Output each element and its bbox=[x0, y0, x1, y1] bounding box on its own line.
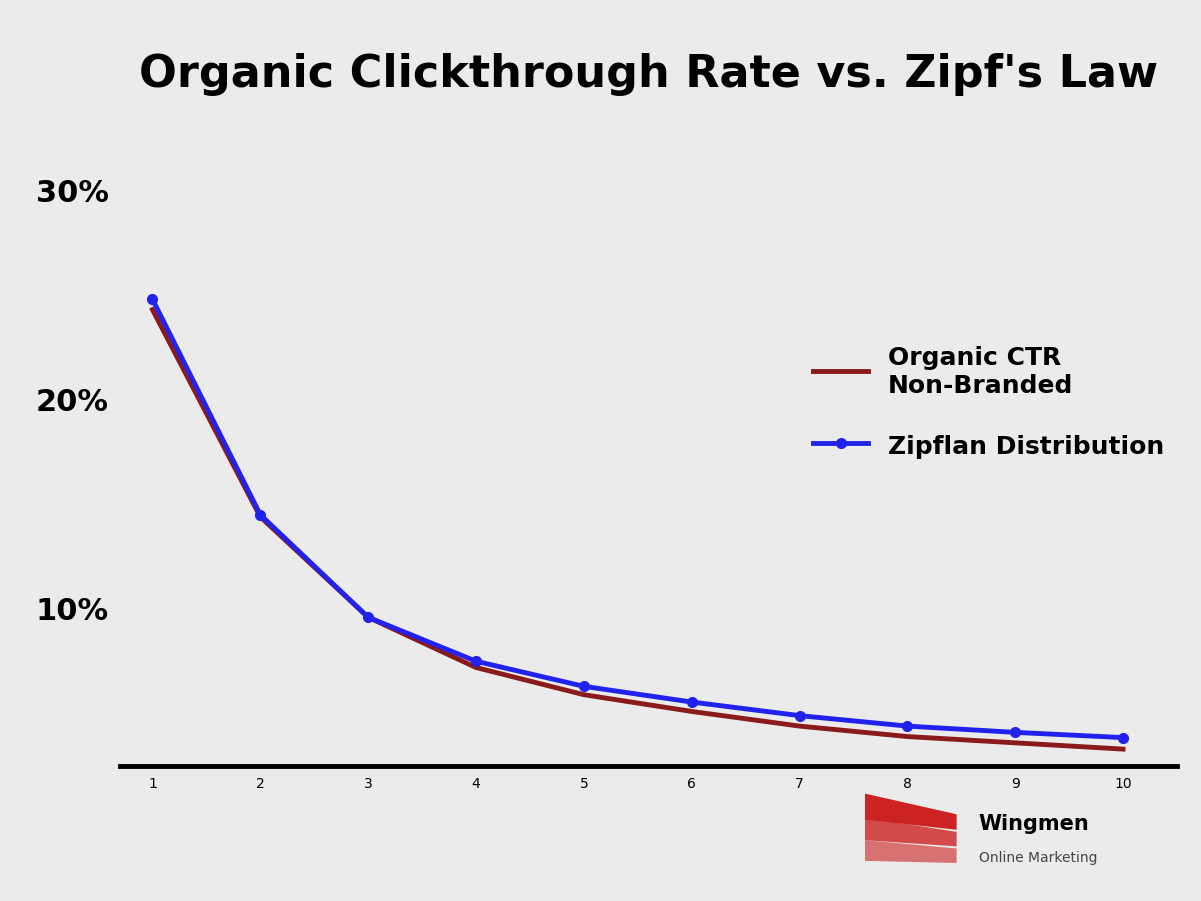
Polygon shape bbox=[865, 817, 956, 846]
Polygon shape bbox=[865, 840, 956, 863]
Title: Organic Clickthrough Rate vs. Zipf's Law: Organic Clickthrough Rate vs. Zipf's Law bbox=[139, 52, 1158, 96]
Text: Wingmen: Wingmen bbox=[979, 815, 1089, 834]
Polygon shape bbox=[865, 794, 956, 830]
Text: Online Marketing: Online Marketing bbox=[979, 851, 1098, 865]
Legend: Organic CTR
Non-Branded, Zipflan Distribution: Organic CTR Non-Branded, Zipflan Distrib… bbox=[813, 346, 1165, 460]
